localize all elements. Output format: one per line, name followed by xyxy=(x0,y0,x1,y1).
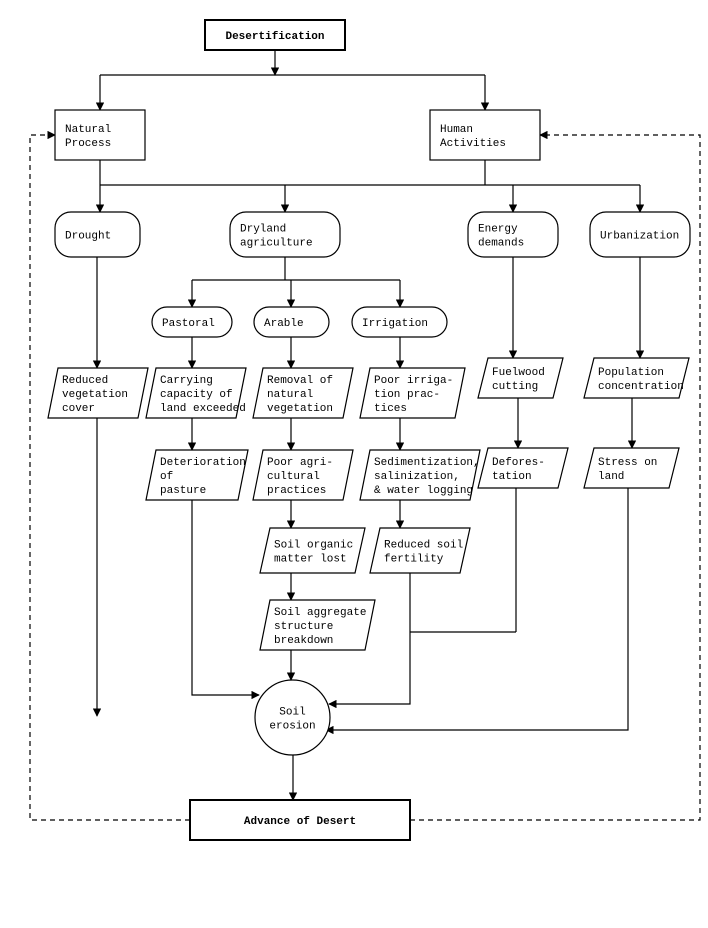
node-irrig: Irrigation xyxy=(352,307,447,337)
node-advance: Advance of Desert xyxy=(190,800,410,840)
node-label: Population xyxy=(598,367,664,379)
node-label: Natural xyxy=(65,124,111,136)
node-label: demands xyxy=(478,238,524,250)
node-label: land exceeded xyxy=(160,403,246,415)
node-human: Human Activities xyxy=(430,110,540,160)
node-label: practices xyxy=(267,485,326,497)
node-popcon: Population concentration xyxy=(584,358,689,398)
node-label: Removal of xyxy=(267,375,333,387)
node-drought: Drought xyxy=(55,212,140,257)
node-label: Dryland xyxy=(240,224,286,236)
node-label: salinization, xyxy=(374,471,460,483)
node-label: Drought xyxy=(65,231,111,243)
node-label: Human xyxy=(440,124,473,136)
node-detpast: Deterioration of pasture xyxy=(146,450,248,500)
node-label: cover xyxy=(62,403,95,415)
node-arable: Arable xyxy=(254,307,329,337)
node-soilom: Soil organic matter lost xyxy=(260,528,365,573)
node-defor: Defores-tation xyxy=(478,448,568,488)
node-label: Irrigation xyxy=(362,318,428,330)
node-natural: Natural Process xyxy=(55,110,145,160)
node-label: tion prac- xyxy=(374,389,440,401)
node-label: Energy xyxy=(478,224,518,236)
node-fuelwood: Fuelwood cutting xyxy=(478,358,563,398)
node-redsoil: Reduced soil fertility xyxy=(370,528,470,573)
node-label: vegetation xyxy=(62,389,128,401)
node-label: cutting xyxy=(492,381,538,393)
node-label: tices xyxy=(374,403,407,415)
node-pastoral: Pastoral xyxy=(152,307,232,337)
node-stress: Stress on land xyxy=(584,448,679,488)
node-label: Defores- xyxy=(492,457,545,469)
node-label: agriculture xyxy=(240,238,313,250)
node-label: concentration xyxy=(598,381,684,393)
node-redveg: Reduced vegetation cover xyxy=(48,368,148,418)
node-dryag: Dryland agriculture xyxy=(230,212,340,257)
node-removal: Removal of natural vegetation xyxy=(253,368,353,418)
node-label: of xyxy=(160,471,173,483)
edge xyxy=(192,500,259,695)
node-label: Activities xyxy=(440,138,506,150)
node-poorirr: Poor irriga-tion prac-tices xyxy=(360,368,465,418)
node-label: breakdown xyxy=(274,635,333,647)
node-label: structure xyxy=(274,621,333,633)
node-label: matter lost xyxy=(274,554,347,566)
node-pooragr: Poor agri-cultural practices xyxy=(253,450,353,500)
flowchart-canvas: Desertification Natural Process Human Activi… xyxy=(0,0,708,924)
node-energy: Energy demands xyxy=(468,212,558,257)
node-label: Reduced xyxy=(62,375,108,387)
node-label: Poor agri- xyxy=(267,457,333,469)
node-carry: Carrying capacity of land exceeded xyxy=(146,368,246,418)
node-label: vegetation xyxy=(267,403,333,415)
node-label: Soil aggregate xyxy=(274,607,366,619)
node-label: Arable xyxy=(264,318,304,330)
node-label: Soil organic xyxy=(274,540,353,552)
node-label: Process xyxy=(65,138,111,150)
node-label: Sedimentization, xyxy=(374,457,480,469)
node-label: Carrying xyxy=(160,375,213,387)
node-label: Deterioration xyxy=(160,457,246,469)
node-label: Pastoral xyxy=(162,318,215,330)
node-label: fertility xyxy=(384,554,444,566)
node-urban: Urbanization xyxy=(590,212,690,257)
node-label: cultural xyxy=(267,471,320,483)
node-label: Desertification xyxy=(225,31,324,43)
node-label: Poor irriga- xyxy=(374,375,453,387)
node-label: & water logging xyxy=(374,485,473,497)
node-label: Stress on xyxy=(598,457,657,469)
node-sedim: Sedimentization, salinization, & water log… xyxy=(360,450,480,500)
node-label: tation xyxy=(492,471,532,483)
node-label: Advance of Desert xyxy=(244,816,356,828)
node-label: land xyxy=(598,471,624,483)
node-label: Reduced soil xyxy=(384,540,463,552)
node-soilero: Soil erosion xyxy=(255,680,330,755)
node-label: Soil xyxy=(279,707,305,719)
node-label: pasture xyxy=(160,485,206,497)
node-desert: Desertification xyxy=(205,20,345,50)
node-label: capacity of xyxy=(160,389,233,401)
node-label: erosion xyxy=(269,721,315,733)
node-label: natural xyxy=(267,389,313,401)
node-soilagg: Soil aggregate structure breakdown xyxy=(260,600,375,650)
node-label: Fuelwood xyxy=(492,367,545,379)
node-label: Urbanization xyxy=(600,231,679,243)
